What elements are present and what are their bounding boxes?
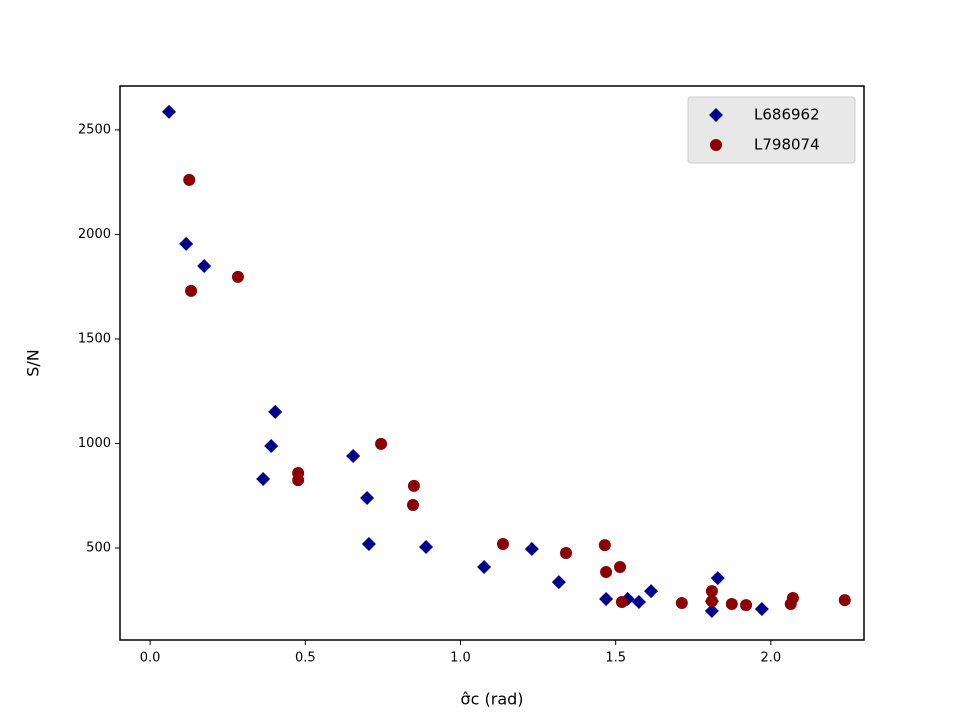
legend-label: L686962 — [754, 106, 820, 124]
point — [551, 575, 566, 590]
point — [185, 284, 198, 297]
point — [705, 585, 718, 598]
point — [231, 270, 244, 283]
legend — [687, 96, 856, 164]
point — [162, 104, 177, 119]
point — [725, 598, 738, 611]
x-axis-label: σ̂c (rad) — [460, 690, 523, 709]
point — [407, 479, 420, 492]
point — [292, 474, 305, 487]
point — [419, 539, 434, 554]
point — [705, 595, 718, 608]
y-axis-label: S/N — [24, 349, 43, 377]
point — [346, 449, 361, 464]
point — [786, 591, 799, 604]
y-tick-label: 1500 — [78, 331, 111, 346]
point — [560, 547, 573, 560]
point — [600, 566, 613, 579]
point — [614, 561, 627, 574]
point — [256, 472, 271, 487]
point — [740, 599, 753, 612]
point — [361, 537, 376, 552]
y-tick-label: 1000 — [78, 436, 111, 451]
x-tick-label: 0.5 — [295, 651, 316, 666]
y-tick-label: 2000 — [78, 227, 111, 242]
point — [407, 498, 420, 511]
point — [183, 173, 196, 186]
point — [477, 560, 492, 575]
point — [197, 258, 212, 273]
point — [710, 571, 725, 586]
x-tick-label: 0.0 — [140, 651, 161, 666]
y-tick-label: 500 — [86, 541, 111, 556]
legend-label: L798074 — [754, 136, 820, 154]
point — [497, 538, 510, 551]
x-tick-label: 1.5 — [605, 651, 626, 666]
point — [179, 236, 194, 251]
point — [360, 491, 375, 506]
point — [599, 592, 614, 607]
y-tick-label: 2500 — [78, 122, 111, 137]
plot-frame — [119, 85, 865, 641]
point — [598, 539, 611, 552]
point — [675, 596, 688, 609]
legend-marker — [709, 108, 723, 122]
x-tick-label: 2.0 — [761, 651, 782, 666]
point — [838, 594, 851, 607]
point — [644, 584, 659, 599]
point — [375, 437, 388, 450]
x-tick-label: 1.0 — [450, 651, 471, 666]
point — [704, 603, 719, 618]
point — [631, 594, 646, 609]
point — [754, 602, 769, 617]
point — [264, 438, 279, 453]
legend-marker — [710, 139, 722, 151]
point — [524, 542, 539, 557]
point — [268, 404, 283, 419]
point — [615, 595, 628, 608]
